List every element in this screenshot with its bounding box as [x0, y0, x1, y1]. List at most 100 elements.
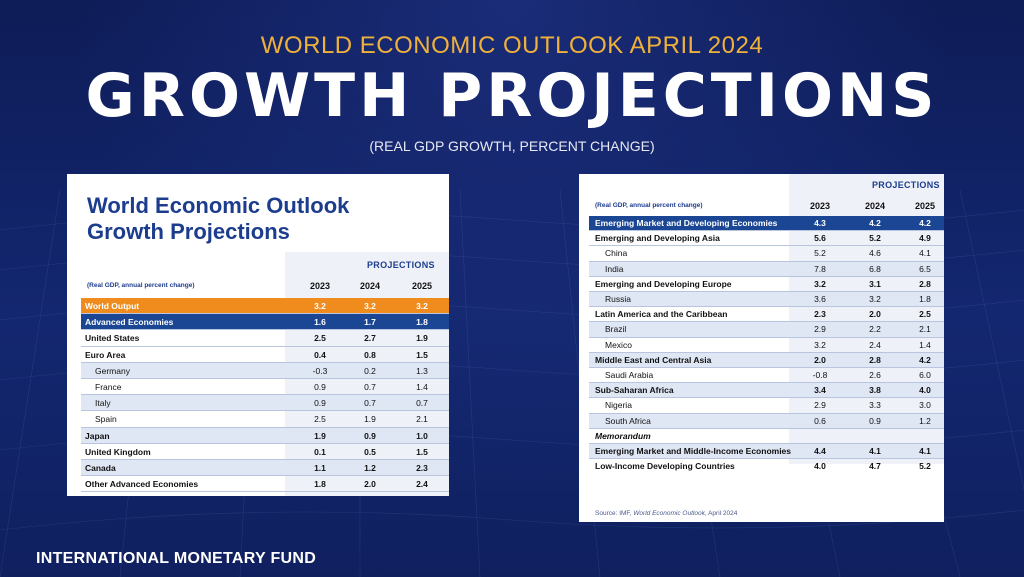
row-label: Emerging Market and Middle-Income Econom… [595, 446, 792, 456]
table-row: India 7.8 6.8 6.5 [589, 261, 944, 277]
row-value-2024: 0.2 [364, 365, 376, 376]
row-value-2023: 3.2 [814, 278, 826, 289]
row-value-2024: 0.8 [364, 349, 376, 360]
table-row: Emerging Market and Middle-Income Econom… [589, 444, 944, 460]
row-value-2024: 2.0 [364, 479, 376, 490]
row-label: France [95, 382, 122, 392]
row-value-2024: 3.2 [869, 294, 881, 304]
left-table-title: World Economic Outlook Growth Projection… [87, 193, 349, 245]
row-value-2023: 0.9 [314, 382, 326, 392]
table-row: Emerging and Developing Asia 5.6 5.2 4.9 [589, 231, 944, 247]
row-value-2023: 5.6 [814, 233, 826, 244]
row-label: South Africa [605, 415, 651, 426]
row-value-2023: 2.9 [814, 324, 826, 335]
row-value-2025: 6.5 [919, 263, 931, 274]
row-value-2023: 2.5 [314, 414, 326, 425]
table-row: Other Advanced Economies 1.8 2.0 2.4 [81, 476, 449, 493]
row-label: Mexico [605, 339, 632, 350]
row-value-2024: 4.1 [869, 446, 881, 456]
source-title: World Economic Outlook [633, 510, 705, 517]
row-label: Emerging and Developing Asia [595, 233, 720, 244]
table-row: Sub-Saharan Africa 3.4 3.8 4.0 [589, 383, 944, 399]
table-note: (Real GDP, annual percent change) [595, 202, 703, 209]
row-label: Germany [95, 365, 130, 376]
row-value-2025: 1.4 [919, 339, 931, 350]
row-value-2023: -0.3 [312, 365, 328, 376]
row-value-2024: 0.7 [364, 398, 376, 409]
table-row: Canada 1.1 1.2 2.3 [81, 460, 449, 477]
row-label: Middle East and Central Asia [595, 354, 712, 365]
row-value-2025: 4.9 [919, 233, 931, 244]
row-value-2025: 1.4 [416, 382, 428, 392]
row-value-2024: 4.6 [869, 248, 881, 259]
row-value-2025: 1.5 [416, 446, 428, 457]
row-value-2025: 2.5 [919, 309, 931, 320]
left-title-line1: World Economic Outlook [87, 193, 350, 218]
overtitle: WORLD ECONOMIC OUTLOOK APRIL 2024 [260, 32, 764, 59]
row-value-2024: 5.2 [869, 233, 881, 244]
year-col-2023: 2023 [809, 201, 831, 211]
row-value-2025: 4.1 [919, 446, 931, 456]
row-value-2023: -0.8 [812, 370, 828, 380]
left-table-body: World Output 3.2 3.2 3.2 Advanced Economies 1… [81, 298, 449, 494]
page-title: GROWTH PROJECTIONS [85, 61, 939, 131]
row-label: Other Advanced Economies [85, 479, 199, 490]
row-value-2023: 1.8 [314, 479, 326, 490]
row-value-2025: 3.2 [416, 301, 428, 311]
row-label: Euro Area [85, 349, 126, 360]
source-note: Source: IMF, World Economic Outlook, Apr… [595, 510, 737, 517]
row-label: Nigeria [605, 400, 632, 411]
row-value-2025: 2.8 [919, 278, 931, 289]
table-row: Saudi Arabia -0.8 2.6 6.0 [589, 368, 944, 384]
row-label: United Kingdom [85, 446, 151, 457]
year-col-2023: 2023 [309, 281, 331, 291]
row-value-2024: 2.4 [869, 339, 881, 350]
row-value-2023: 0.1 [314, 446, 326, 457]
row-label: Emerging Market and Developing Economies [595, 218, 778, 228]
table-row: Euro Area 0.4 0.8 1.5 [81, 347, 449, 363]
row-value-2024: 4.7 [869, 461, 881, 472]
table-row: Latin America and the Caribbean 2.3 2.0 2.5 [589, 307, 944, 323]
row-label: Emerging and Developing Europe [595, 278, 732, 289]
table-row: United Kingdom 0.1 0.5 1.5 [81, 444, 449, 460]
row-value-2024: 2.2 [869, 324, 881, 335]
row-value-2025: 1.2 [919, 415, 931, 426]
subtitle: (REAL GDP GROWTH, PERCENT CHANGE) [369, 138, 655, 154]
row-label: Low-Income Developing Countries [595, 461, 735, 472]
row-value-2023: 2.0 [814, 354, 826, 365]
row-value-2024: 1.2 [364, 463, 376, 473]
row-value-2025: 4.1 [919, 248, 931, 259]
row-value-2025: 2.1 [919, 324, 931, 335]
row-value-2023: 3.2 [814, 339, 826, 350]
table-row: Low-Income Developing Countries 4.0 4.7 5.2 [589, 459, 944, 474]
row-value-2025: 1.9 [416, 333, 428, 344]
year-col-2024: 2024 [359, 281, 381, 291]
row-label: Russia [605, 294, 631, 304]
left-title-line2: Growth Projections [87, 219, 290, 244]
table-row: World Output 3.2 3.2 3.2 [81, 298, 449, 315]
table-row: United States 2.5 2.7 1.9 [81, 330, 449, 347]
row-value-2023: 7.8 [814, 263, 826, 274]
right-table-body: Emerging Market and Developing Economies… [589, 216, 944, 476]
row-value-2023: 5.2 [814, 248, 826, 259]
row-value-2025: 1.0 [416, 430, 428, 441]
row-value-2024: 3.8 [869, 385, 881, 396]
row-value-2023: 1.1 [314, 463, 326, 473]
row-label: Latin America and the Caribbean [595, 309, 728, 320]
year-col-2025: 2025 [411, 281, 433, 291]
advanced-economies-table-panel: World Economic Outlook Growth Projection… [67, 174, 449, 496]
row-value-2023: 2.5 [314, 333, 326, 344]
row-value-2024: 1.9 [364, 414, 376, 425]
row-value-2025: 1.8 [416, 317, 428, 328]
row-value-2024: 3.2 [364, 301, 376, 311]
row-value-2024: 2.0 [869, 309, 881, 320]
row-value-2025: 0.7 [416, 398, 428, 409]
table-row: Italy 0.9 0.7 0.7 [81, 395, 449, 412]
row-value-2023: 3.2 [314, 301, 326, 311]
row-label: Canada [85, 463, 116, 473]
table-row: Japan 1.9 0.9 1.0 [81, 427, 449, 444]
row-label: Memorandum [595, 430, 651, 441]
year-col-2025: 2025 [914, 201, 936, 211]
row-value-2025: 2.3 [416, 463, 428, 473]
table-row: Memorandum [589, 429, 944, 444]
